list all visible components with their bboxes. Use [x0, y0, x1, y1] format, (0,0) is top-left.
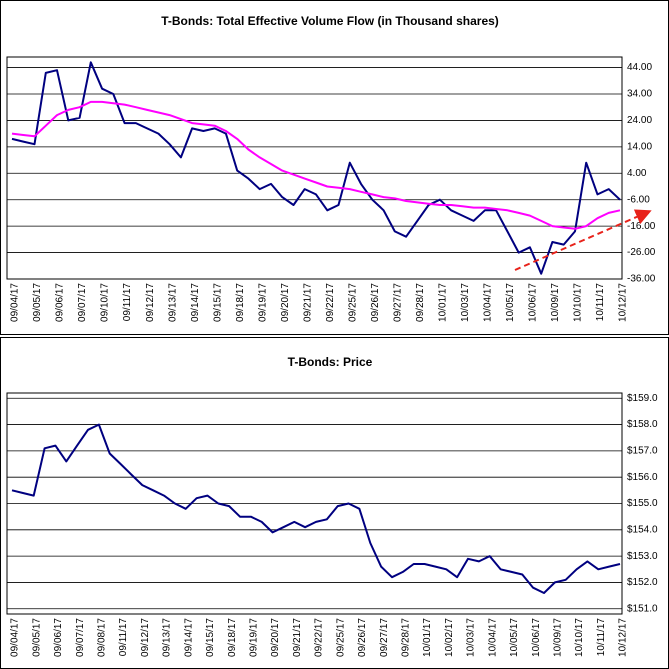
x-tick-label: 09/20/17 [270, 618, 281, 657]
y-tick-label: 14.00 [627, 141, 652, 152]
x-tick-label: 09/12/17 [140, 618, 151, 657]
y-tick-label: $156.0 [627, 472, 658, 483]
x-tick-label: 09/26/17 [357, 618, 368, 657]
x-tick-label: 09/27/17 [379, 618, 390, 657]
x-tick-label: 09/04/17 [10, 618, 21, 657]
x-tick-label: 10/05/17 [505, 283, 516, 322]
x-tick-label: 09/21/17 [302, 283, 313, 322]
x-tick-label: 09/28/17 [415, 283, 426, 322]
x-tick-label: 09/13/17 [167, 283, 178, 322]
x-tick-label: 09/14/17 [190, 283, 201, 322]
x-tick-label: 09/20/17 [280, 283, 291, 322]
y-tick-label: 44.00 [627, 62, 652, 73]
x-tick-label: 09/06/17 [53, 618, 64, 657]
x-tick-label: 09/26/17 [370, 283, 381, 322]
x-tick-label: 09/12/17 [145, 283, 156, 322]
x-tick-label: 09/11/17 [122, 283, 133, 322]
x-tick-label: 09/18/17 [235, 283, 246, 322]
x-tick-label: 09/07/17 [77, 283, 88, 322]
y-tick-label: $154.0 [627, 524, 658, 535]
x-tick-label: 10/09/17 [552, 618, 563, 657]
x-tick-label: 09/28/17 [400, 618, 411, 657]
x-tick-label: 10/06/17 [528, 283, 539, 322]
x-tick-label: 09/06/17 [55, 283, 66, 322]
x-tick-label: 10/12/17 [618, 283, 629, 322]
y-tick-label: $151.0 [627, 603, 658, 614]
x-tick-label: 10/11/17 [596, 618, 607, 657]
x-tick-label: 10/10/17 [574, 618, 585, 657]
x-tick-label: 09/05/17 [32, 283, 43, 322]
y-tick-label: $158.0 [627, 419, 658, 430]
x-tick-label: 09/04/17 [10, 283, 21, 322]
x-tick-label: 10/12/17 [618, 618, 629, 657]
x-tick-label: 09/15/17 [205, 618, 216, 657]
x-tick-label: 09/13/17 [162, 618, 173, 657]
x-tick-label: 10/05/17 [509, 618, 520, 657]
x-tick-label: 09/22/17 [325, 283, 336, 322]
x-tick-label: 09/19/17 [257, 283, 268, 322]
x-tick-label: 10/01/17 [437, 283, 448, 322]
y-tick-label: -16.00 [627, 221, 656, 232]
y-tick-label: 34.00 [627, 89, 652, 100]
y-tick-label: $152.0 [627, 577, 658, 588]
y-tick-label: -36.00 [627, 274, 656, 285]
plot-area [6, 56, 623, 280]
x-tick-label: 09/19/17 [248, 618, 259, 657]
y-tick-label: 24.00 [627, 115, 652, 126]
x-tick-label: 10/06/17 [531, 618, 542, 657]
x-tick-label: 09/05/17 [31, 618, 42, 657]
x-tick-label: 09/08/17 [96, 618, 107, 657]
x-tick-label: 10/11/17 [595, 283, 606, 322]
x-tick-label: 09/25/17 [347, 283, 358, 322]
y-tick-label: 4.00 [627, 168, 647, 179]
y-tick-label: $153.0 [627, 551, 658, 562]
x-tick-label: 09/25/17 [335, 618, 346, 657]
x-tick-label: 10/04/17 [483, 283, 494, 322]
line-series [11, 423, 621, 594]
x-tick-label: 10/09/17 [550, 283, 561, 322]
y-tick-label: $159.0 [627, 393, 658, 404]
x-tick-label: 10/03/17 [460, 283, 471, 322]
x-tick-label: 09/27/17 [392, 283, 403, 322]
x-tick-label: 10/04/17 [487, 618, 498, 657]
x-tick-label: 10/10/17 [573, 283, 584, 322]
x-tick-label: 09/14/17 [183, 618, 194, 657]
x-tick-label: 09/10/17 [100, 283, 111, 322]
x-tick-label: 09/22/17 [314, 618, 325, 657]
x-tick-label: 10/01/17 [422, 618, 433, 657]
x-tick-label: 10/03/17 [466, 618, 477, 657]
chart-title: T-Bonds: Price [288, 355, 373, 369]
line-series [11, 61, 621, 275]
y-tick-label: -6.00 [627, 194, 650, 205]
y-tick-label: $155.0 [627, 498, 658, 509]
x-tick-label: 09/15/17 [212, 283, 223, 322]
y-tick-label: $157.0 [627, 446, 658, 457]
x-tick-label: 09/11/17 [118, 618, 129, 657]
y-tick-label: -26.00 [627, 247, 656, 258]
trend-arrow [514, 209, 652, 271]
line-series [11, 100, 621, 230]
x-tick-label: 10/02/17 [444, 618, 455, 657]
x-tick-label: 09/18/17 [227, 618, 238, 657]
chart-title: T-Bonds: Total Effective Volume Flow (in… [161, 14, 499, 28]
x-tick-label: 09/21/17 [292, 618, 303, 657]
x-tick-label: 09/07/17 [75, 618, 86, 657]
